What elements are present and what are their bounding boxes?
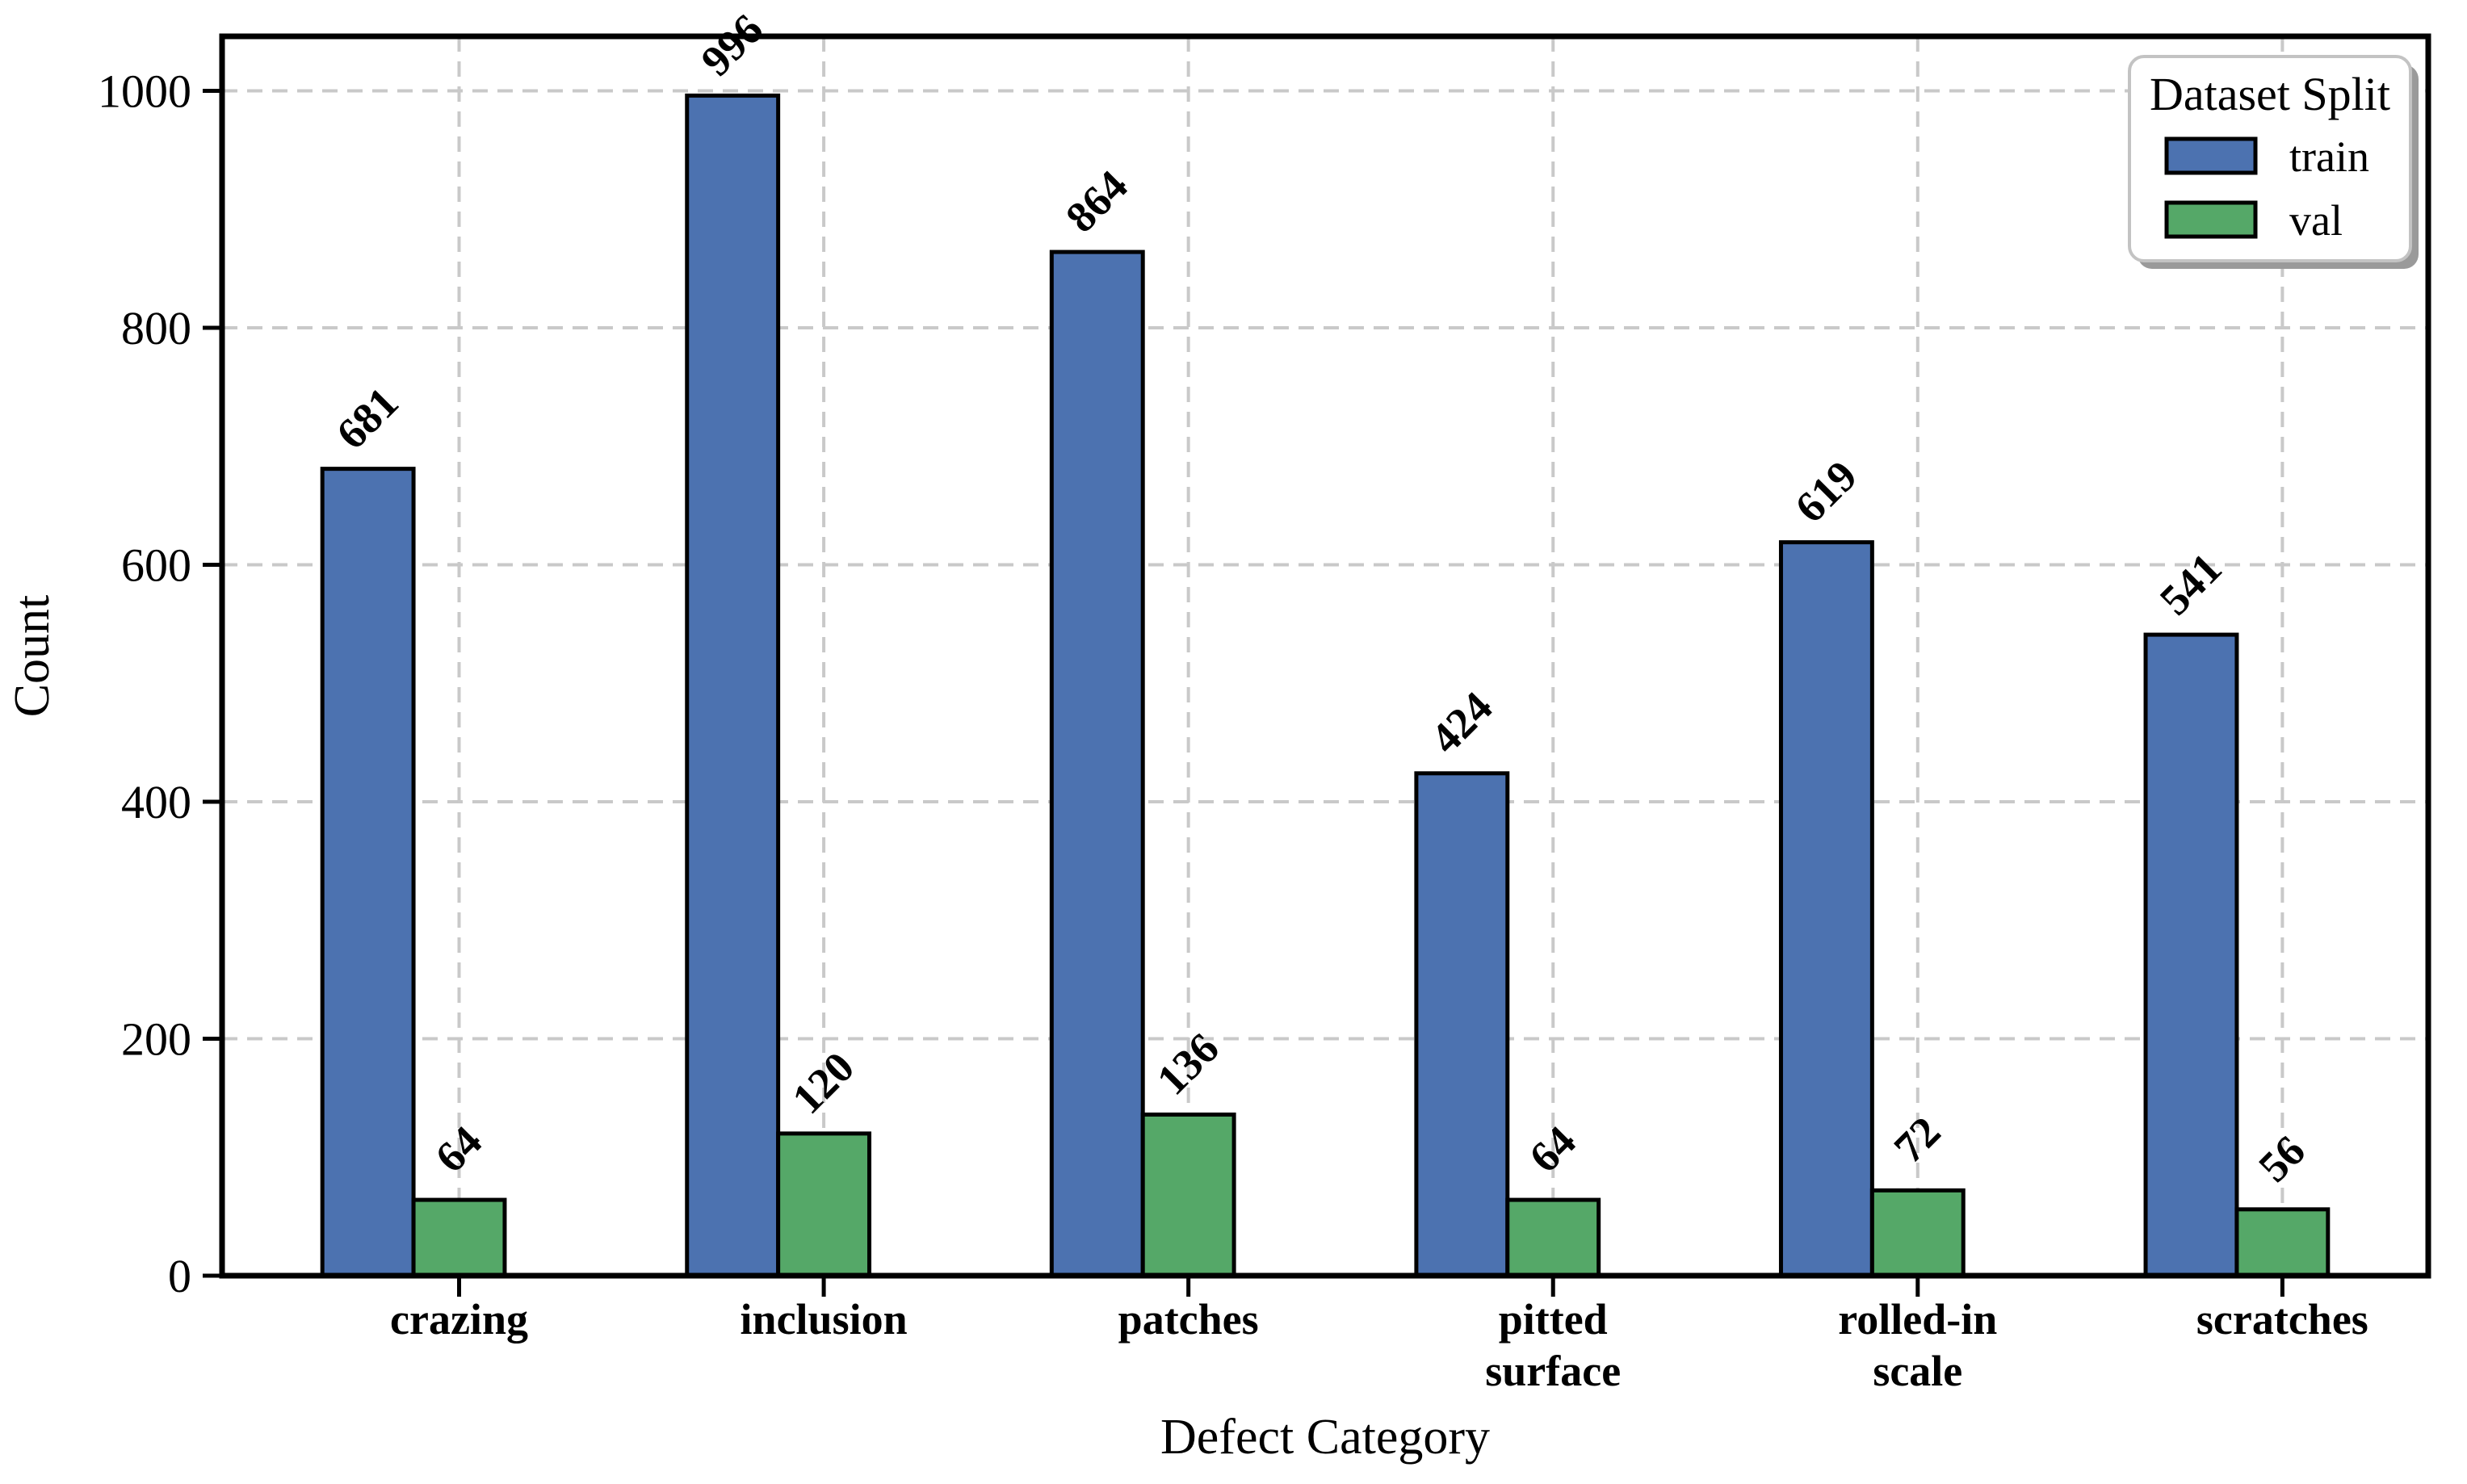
- plot-border: [219, 33, 2431, 1279]
- legend-label-val: val: [2289, 196, 2343, 245]
- x-axis-title: Defect Category: [1160, 1410, 1490, 1465]
- y-tick-label-200: 200: [121, 1013, 191, 1066]
- bar-val-crazing: [411, 1197, 507, 1278]
- value-label-val-inclusion: 120: [783, 1042, 864, 1123]
- value-label-val-scratches: 56: [2249, 1126, 2314, 1192]
- y-tick-label-1000: 1000: [98, 65, 191, 118]
- bar-val-patches: [1140, 1112, 1236, 1278]
- x-tick-label-pitted-surface: pitted surface: [1485, 1295, 1621, 1395]
- y-tick-label-800: 800: [121, 302, 191, 354]
- legend: Dataset Split train val: [2128, 55, 2419, 269]
- bar-train-scratches: [2143, 632, 2239, 1278]
- value-label-train-scratches: 541: [2150, 544, 2231, 625]
- bar-train-patches: [1049, 249, 1145, 1278]
- y-tick-label-600: 600: [121, 539, 191, 592]
- bar-train-inclusion: [685, 93, 781, 1278]
- x-tick-label-patches: patches: [1118, 1295, 1259, 1344]
- value-label-val-patches: 136: [1147, 1024, 1228, 1105]
- value-label-val-crazing: 64: [426, 1117, 491, 1182]
- bar-val-rolled-in-scale: [1869, 1188, 1966, 1278]
- y-axis-title: Count: [5, 595, 60, 718]
- legend-swatch-train: [2164, 136, 2258, 175]
- value-label-val-pitted-surface: 64: [1520, 1117, 1585, 1182]
- bar-val-pitted-surface: [1505, 1197, 1601, 1278]
- x-tick-label-inclusion: inclusion: [741, 1295, 908, 1344]
- bar-val-inclusion: [776, 1131, 872, 1278]
- bar-train-crazing: [320, 467, 416, 1278]
- bar-val-scratches: [2234, 1207, 2331, 1278]
- y-tick-label-400: 400: [121, 776, 191, 828]
- value-label-val-rolled-in-scale: 72: [1885, 1107, 1950, 1172]
- x-tick-label-scratches: scratches: [2196, 1295, 2368, 1344]
- x-tick-label-crazing: crazing: [390, 1295, 528, 1344]
- value-label-train-pitted-surface: 424: [1421, 682, 1502, 763]
- legend-label-train: train: [2289, 132, 2369, 181]
- bar-train-pitted-surface: [1414, 771, 1510, 1278]
- x-tick-label-rolled-in-scale: rolled-in scale: [1838, 1295, 1997, 1395]
- value-label-train-rolled-in-scale: 619: [1785, 451, 1866, 532]
- value-label-train-patches: 864: [1056, 161, 1137, 242]
- legend-swatch-val: [2164, 200, 2258, 239]
- bar-train-rolled-in-scale: [1778, 540, 1874, 1278]
- value-label-train-crazing: 681: [327, 378, 408, 459]
- value-label-train-inclusion: 996: [692, 5, 773, 86]
- y-tick-label-0: 0: [168, 1250, 191, 1302]
- legend-title: Dataset Split: [2150, 68, 2390, 120]
